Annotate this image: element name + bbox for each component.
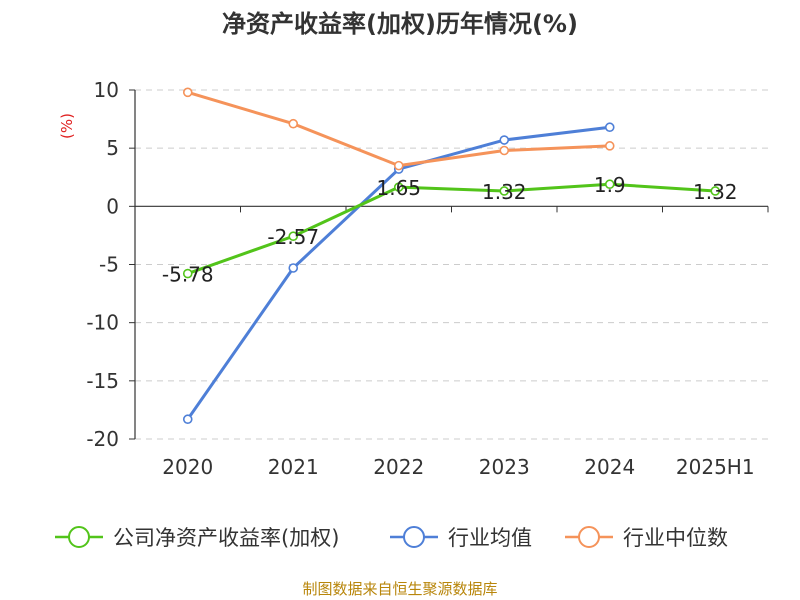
y-tick-label: -5: [99, 253, 119, 277]
legend-marker: [403, 526, 425, 548]
x-tick-label: 2022: [373, 455, 424, 479]
legend-marker: [578, 526, 600, 548]
data-point: [288, 263, 299, 273]
y-tick-label: 5: [106, 136, 119, 160]
data-label: -2.57: [267, 225, 319, 249]
data-point: [393, 182, 404, 192]
legend-entry: 公司净资产收益率(加权): [113, 526, 339, 550]
data-point: [604, 141, 615, 151]
y-tick-label: 0: [106, 194, 119, 218]
chart-title: 净资产收益率(加权)历年情况(%): [222, 10, 578, 38]
legend-entry: 行业中位数: [623, 526, 728, 550]
data-point: [604, 179, 615, 190]
data-source-note: 制图数据来自恒生聚源数据库: [302, 580, 498, 598]
data-point: [288, 231, 299, 242]
data-label: 1.9: [594, 173, 626, 197]
legend-entry: 行业均值: [448, 526, 532, 550]
series-line: [187, 90, 610, 168]
y-tick-label: -15: [86, 369, 119, 393]
x-tick-label: 2021: [268, 455, 319, 479]
legend-marker: [68, 526, 90, 548]
data-point: [499, 135, 510, 145]
data-point: [182, 87, 193, 98]
data-point: [499, 145, 510, 156]
data-point: [499, 186, 510, 196]
data-point: [288, 118, 299, 129]
data-point: [182, 268, 193, 279]
data-label: 1.32: [693, 180, 738, 204]
data-point: [604, 122, 615, 133]
data-point: [710, 186, 721, 196]
y-axis-label: (%): [58, 113, 76, 139]
data-point: [393, 160, 404, 171]
x-tick-label: 2024: [584, 455, 635, 479]
data-label: 1.32: [482, 180, 527, 204]
y-tick-label: -20: [86, 427, 119, 451]
y-tick-label: 10: [94, 78, 119, 102]
x-tick-label: 2025H1: [676, 455, 755, 479]
x-tick-label: 2023: [479, 455, 530, 479]
x-tick-label: 2020: [162, 455, 213, 479]
data-label: 1.65: [376, 176, 421, 200]
series-line: [187, 182, 716, 275]
data-label: -5.78: [162, 263, 214, 287]
data-point: [182, 414, 193, 425]
y-tick-label: -10: [86, 311, 119, 335]
